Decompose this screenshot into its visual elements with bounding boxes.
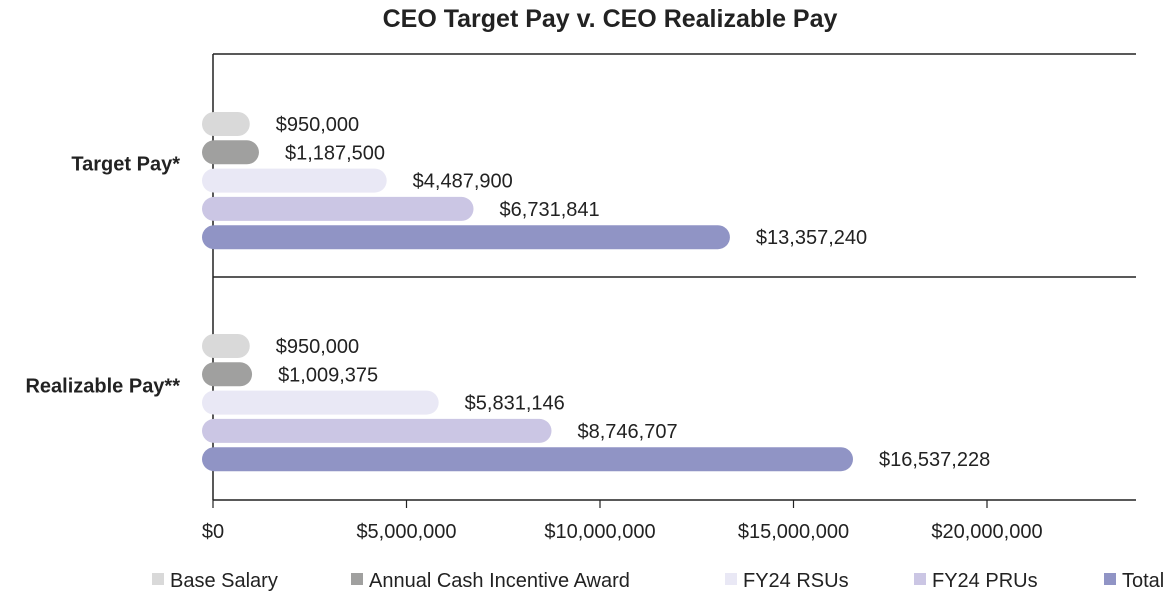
data-labels: $950,000 $1,187,500 $4,487,900 $6,731,841 $1… — [276, 114, 990, 471]
x-axis-ticks: $0 $5,000,000 $10,000,000 $15,000,000 $20,00… — [202, 500, 1043, 543]
bar-base-salary-realizable-pay — [202, 334, 250, 358]
category-label: Realizable Pay** — [25, 376, 180, 398]
bar-annual-cash-incentive-award-target-pay — [202, 140, 259, 165]
legend-swatch-annual-cash-incentive-award — [351, 573, 363, 585]
data-label: $950,000 — [276, 114, 359, 136]
legend-label-annual-cash-incentive-award: Annual Cash Incentive Award — [369, 570, 630, 592]
data-label: $6,731,841 — [500, 199, 600, 221]
data-label: $950,000 — [276, 336, 359, 358]
legend-swatch-total — [1104, 573, 1116, 585]
x-tick-label: $20,000,000 — [931, 521, 1042, 543]
data-label: $13,357,240 — [756, 227, 867, 249]
bars-layer — [202, 112, 853, 472]
bar-fy24-rsus-target-pay — [202, 168, 387, 193]
bar-fy24-prus-realizable-pay — [202, 418, 552, 443]
bar-total-realizable-pay — [202, 447, 853, 472]
x-tick-label: $5,000,000 — [356, 521, 456, 543]
data-label: $1,187,500 — [285, 142, 385, 164]
x-tick-label: $10,000,000 — [544, 521, 655, 543]
chart-title: CEO Target Pay v. CEO Realizable Pay — [383, 5, 838, 33]
legend-label-fy24-rsus: FY24 RSUs — [743, 570, 849, 592]
legend: Base Salary Annual Cash Incentive Award FY… — [152, 570, 1164, 592]
legend-swatch-fy24-prus — [914, 573, 926, 585]
data-label: $8,746,707 — [577, 421, 677, 443]
bar-base-salary-target-pay — [202, 112, 250, 136]
data-label: $1,009,375 — [278, 364, 378, 386]
legend-label-total: Total — [1122, 570, 1164, 592]
legend-label-base-salary: Base Salary — [170, 570, 278, 592]
category-labels: Target Pay* Realizable Pay** — [25, 154, 180, 398]
x-tick-label: $0 — [202, 521, 224, 543]
bar-annual-cash-incentive-award-realizable-pay — [202, 362, 253, 387]
bar-total-target-pay — [202, 225, 730, 250]
data-label: $5,831,146 — [465, 393, 565, 415]
bar-fy24-rsus-realizable-pay — [202, 390, 439, 415]
category-label: Target Pay* — [71, 154, 180, 176]
legend-swatch-base-salary — [152, 573, 164, 585]
legend-swatch-fy24-rsus — [725, 573, 737, 585]
data-label: $16,537,228 — [879, 449, 990, 471]
data-label: $4,487,900 — [413, 171, 513, 193]
x-tick-label: $15,000,000 — [738, 521, 849, 543]
bar-fy24-prus-target-pay — [202, 196, 474, 221]
legend-label-fy24-prus: FY24 PRUs — [932, 570, 1038, 592]
